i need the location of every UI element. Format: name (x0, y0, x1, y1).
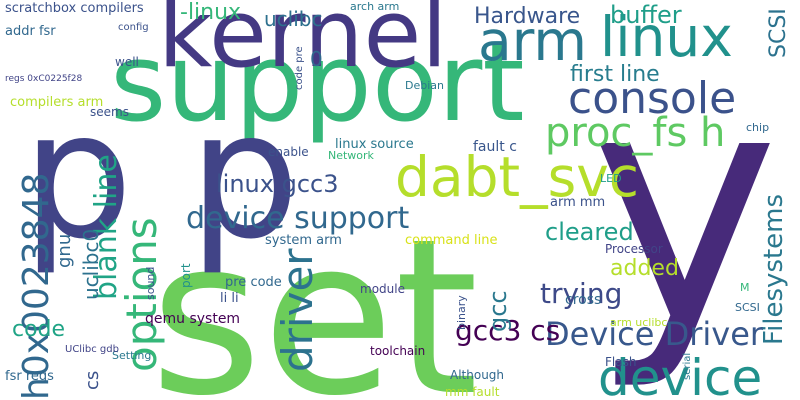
word: scratchbox compilers (5, 1, 144, 16)
word: system arm (265, 233, 342, 248)
word: pre code (225, 275, 282, 290)
word: Device Driver (545, 315, 764, 353)
word: p p (22, 75, 300, 278)
word: fsr regs (5, 369, 54, 384)
word: enable (268, 145, 309, 159)
word: Network (328, 149, 375, 162)
word: h0x0023848 (16, 173, 57, 400)
word: -linux (180, 0, 241, 25)
word: regs 0xC0225f28 (5, 74, 82, 84)
word: linux gcc3 (216, 170, 338, 198)
word: first line (570, 62, 660, 87)
word: sound (144, 267, 157, 300)
word: li li (220, 291, 239, 306)
word: blank line (89, 154, 124, 300)
word: Flash (605, 355, 636, 369)
word: uclibc0 (79, 229, 103, 300)
word: cross (565, 292, 601, 308)
word: buffer (610, 1, 682, 29)
word: support (110, 21, 525, 146)
word: port (179, 263, 193, 288)
word: code pre (294, 46, 305, 90)
word: chip (746, 121, 769, 134)
word: Setting (112, 349, 151, 362)
word: proc_fs h (545, 110, 725, 156)
word: well (115, 55, 139, 69)
word: gcc3 cs (455, 314, 560, 347)
word: fault c (473, 139, 517, 155)
word: dabt_svc (395, 145, 639, 209)
word: uclibc (264, 7, 322, 31)
word: options (117, 217, 166, 372)
word: y (590, 22, 779, 394)
word: cs (82, 371, 103, 390)
word: serial (682, 353, 693, 380)
word: SCSI (735, 301, 760, 314)
word: arm mm (550, 195, 605, 210)
word: command line (405, 233, 497, 248)
word: 0 (310, 47, 323, 71)
word: driver (273, 248, 322, 372)
word: arch arm (350, 0, 399, 13)
word: gnu (54, 234, 75, 268)
word: arm (478, 9, 587, 73)
word: mm fault (445, 385, 500, 399)
word: SCSI (766, 8, 791, 58)
word: device (598, 349, 762, 400)
word: arm uclibc (610, 316, 667, 329)
word: compilers arm (10, 95, 103, 110)
word: module (360, 282, 405, 296)
word: UClibc gdb (65, 344, 119, 355)
word: set (150, 192, 479, 400)
word: config (118, 22, 149, 33)
word: LED (600, 172, 622, 185)
word: linux source (335, 137, 414, 152)
word: console (568, 73, 736, 124)
word: device support (186, 201, 409, 236)
word: toolchain (370, 344, 425, 358)
word: kernel (158, 0, 447, 89)
word: cleared (545, 218, 634, 246)
word: binary (455, 295, 468, 330)
word: M (740, 281, 750, 294)
word: Debian (405, 79, 444, 92)
word: qemu system (145, 311, 240, 327)
word: Filesystems (759, 194, 789, 345)
word: gcc (484, 290, 512, 332)
word: seems (90, 105, 129, 119)
word: Hardware (474, 4, 580, 29)
word: trying (540, 277, 622, 310)
word: linux (600, 5, 733, 69)
word: Although (450, 368, 504, 382)
word: added (610, 256, 679, 281)
word: addr fsr (5, 24, 56, 39)
word: Processor (605, 242, 663, 256)
word: code (12, 317, 65, 342)
